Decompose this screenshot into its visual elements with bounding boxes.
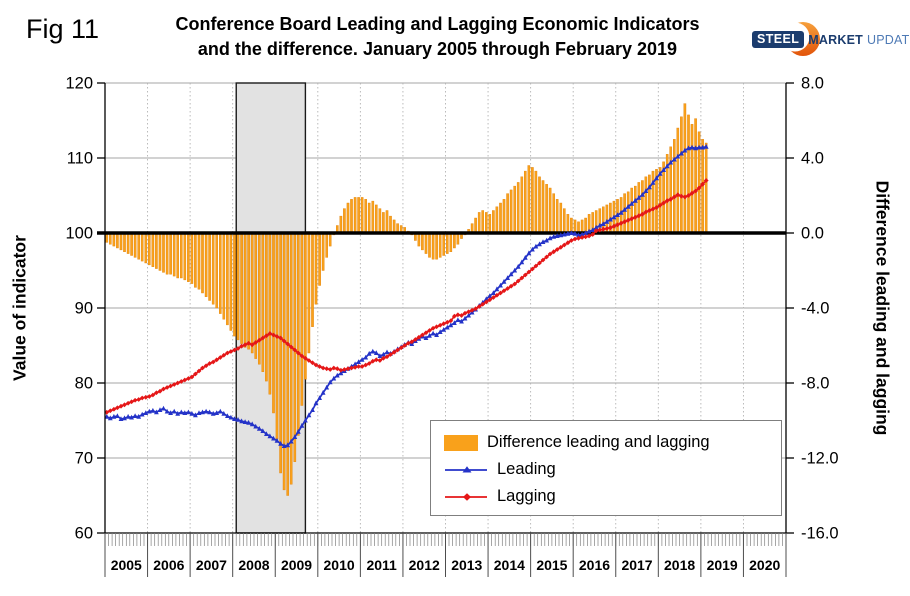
svg-text:2019: 2019 — [707, 557, 738, 573]
svg-text:2017: 2017 — [621, 557, 652, 573]
svg-text:-16.0: -16.0 — [801, 525, 839, 543]
svg-text:-8.0: -8.0 — [801, 375, 829, 393]
legend-label-lagging: Lagging — [497, 487, 556, 505]
figure-label: Fig 11 — [26, 14, 100, 44]
svg-text:2005: 2005 — [111, 557, 142, 573]
logo-steel: STEEL — [752, 31, 805, 48]
svg-text:2009: 2009 — [281, 557, 312, 573]
svg-text:0.0: 0.0 — [801, 225, 824, 243]
chart-title: Conference Board Leading and Lagging Eco… — [115, 12, 760, 62]
legend-label-leading: Leading — [497, 460, 556, 478]
svg-text:120: 120 — [65, 75, 93, 93]
legend-swatch-difference — [444, 434, 478, 451]
legend-marker-leading — [444, 463, 488, 477]
svg-text:-12.0: -12.0 — [801, 450, 839, 468]
svg-text:80: 80 — [75, 375, 93, 393]
leading-line-markers — [104, 143, 709, 448]
legend-marker-lagging — [444, 490, 488, 504]
leading-line — [106, 145, 707, 447]
svg-text:2011: 2011 — [366, 557, 397, 573]
svg-text:70: 70 — [75, 450, 93, 468]
svg-text:8.0: 8.0 — [801, 75, 824, 93]
steel-market-update-logo: STEEL MARKET UPDATE — [752, 18, 910, 62]
legend-label-difference: Difference leading and lagging — [487, 433, 710, 451]
logo-update: UPDATE — [866, 32, 910, 47]
svg-text:2020: 2020 — [749, 557, 780, 573]
logo-market: MARKET — [808, 32, 863, 47]
svg-text:2014: 2014 — [494, 557, 525, 573]
chart-title-line1: Conference Board Leading and Lagging Eco… — [175, 14, 700, 34]
difference-bars — [105, 103, 708, 496]
logo-text: STEEL MARKET UPDATE — [752, 31, 910, 48]
svg-text:2013: 2013 — [451, 557, 482, 573]
svg-text:4.0: 4.0 — [801, 150, 824, 168]
svg-text:2018: 2018 — [664, 557, 695, 573]
legend-item-lagging: Lagging — [444, 483, 781, 510]
svg-text:2006: 2006 — [153, 557, 184, 573]
svg-text:2007: 2007 — [196, 557, 227, 573]
svg-text:110: 110 — [67, 150, 93, 168]
legend-item-leading: Leading — [444, 456, 781, 483]
legend-item-difference: Difference leading and lagging — [444, 429, 781, 456]
svg-text:2015: 2015 — [536, 557, 567, 573]
chart-legend: Difference leading and lagging Leading L… — [430, 420, 782, 516]
svg-text:100: 100 — [65, 225, 93, 243]
chart-title-line2: and the difference. January 2005 through… — [197, 38, 678, 59]
svg-text:60: 60 — [75, 525, 93, 543]
svg-text:-4.0: -4.0 — [801, 300, 829, 318]
svg-text:2012: 2012 — [409, 557, 440, 573]
svg-text:2016: 2016 — [579, 557, 610, 573]
svg-text:2010: 2010 — [324, 557, 355, 573]
svg-text:2008: 2008 — [238, 557, 269, 573]
svg-text:90: 90 — [75, 300, 93, 318]
